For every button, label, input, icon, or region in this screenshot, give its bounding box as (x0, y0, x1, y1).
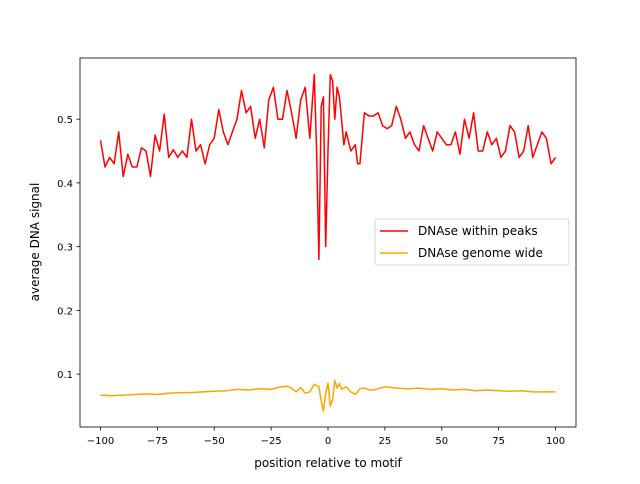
x-tick-label: −25 (261, 436, 282, 447)
legend-label-dnase-within-peaks: DNAse within peaks (418, 224, 538, 238)
x-axis-ticks: −100 −75 −50 −25 0 25 50 75 100 (87, 427, 565, 447)
x-tick-label: −75 (147, 436, 168, 447)
x-tick-label: 0 (325, 436, 331, 447)
x-tick-label: −50 (204, 436, 225, 447)
y-tick-label: 0.5 (57, 115, 73, 126)
x-axis-label: position relative to motif (254, 456, 402, 470)
y-tick-label: 0.1 (57, 370, 73, 381)
x-tick-label: 50 (435, 436, 448, 447)
series-layer (99, 73, 557, 412)
y-axis-label: average DNA signal (28, 183, 42, 302)
y-tick-label: 0.4 (57, 179, 73, 190)
legend-box (374, 218, 570, 266)
series-line-dnase-within-peaks (99, 73, 557, 261)
y-tick-label: 0.2 (57, 306, 73, 317)
y-axis-ticks: 0.1 0.2 0.3 0.4 0.5 (57, 115, 80, 381)
y-tick-label: 0.3 (57, 243, 73, 254)
legend: DNAse within peaks DNAse genome wide (374, 218, 570, 266)
x-tick-label: 75 (492, 436, 505, 447)
series-line-dnase-genome-wide (100, 379, 556, 412)
x-tick-label: 25 (379, 436, 392, 447)
legend-label-dnase-genome-wide: DNAse genome wide (418, 246, 543, 260)
x-tick-label: 100 (546, 436, 565, 447)
x-tick-label: −100 (87, 436, 114, 447)
